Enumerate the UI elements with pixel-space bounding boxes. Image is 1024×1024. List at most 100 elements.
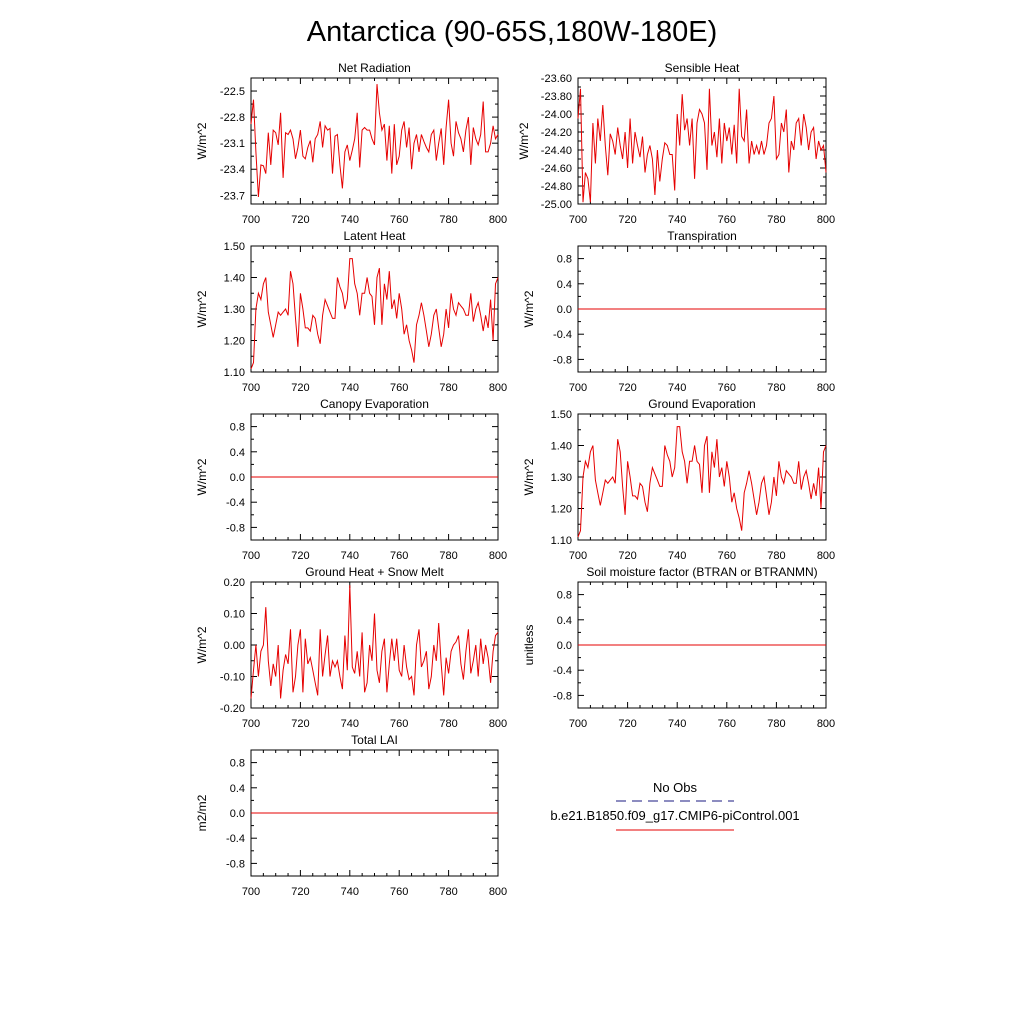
x-tick-label: 700 (242, 718, 260, 730)
y-tick-label: 1.10 (551, 535, 572, 547)
legend-obs-label: No Obs (653, 780, 698, 795)
y-tick-label: -0.8 (553, 690, 572, 702)
x-tick-label: 740 (668, 382, 686, 394)
x-tick-label: 720 (291, 886, 309, 898)
panel-title: Transpiration (667, 229, 737, 243)
x-tick-label: 700 (569, 214, 587, 226)
y-tick-label: -0.4 (226, 497, 245, 509)
panel-6: Ground Evaporation 700 720 740 760 780 800 1.50… (522, 397, 835, 562)
x-tick-label: 700 (242, 886, 260, 898)
y-tick-label: 1.20 (224, 336, 245, 348)
y-tick-label: 0.4 (230, 783, 245, 795)
x-tick-label: 760 (718, 718, 736, 730)
x-tick-label: 740 (668, 214, 686, 226)
x-tick-label: 800 (817, 214, 835, 226)
plot-frame (250, 581, 499, 709)
y-tick-label: 1.50 (551, 409, 572, 421)
x-tick-label: 700 (242, 550, 260, 562)
panel-8: Soil moisture factor (BTRAN or BTRANMN) 7… (522, 565, 835, 730)
x-tick-label: 740 (668, 718, 686, 730)
y-tick-label: 0.0 (230, 808, 245, 820)
model-series-line (250, 585, 499, 699)
x-tick-label: 800 (489, 886, 507, 898)
y-tick-label: -23.80 (541, 91, 572, 103)
x-tick-label: 780 (439, 718, 457, 730)
y-tick-label: -0.4 (226, 833, 245, 845)
y-tick-label: -0.10 (220, 672, 245, 684)
x-tick-label: 720 (291, 382, 309, 394)
panel-9: Total LAI 700 720 740 760 780 800 0.8 0.4 0.0 -0.4… (195, 733, 507, 898)
x-tick-label: 700 (569, 550, 587, 562)
x-tick-label: 780 (439, 382, 457, 394)
y-tick-label: 0.8 (230, 758, 245, 770)
y-tick-label: -24.40 (541, 145, 572, 157)
panel-3: Latent Heat 700 720 740 760 780 800 1.50 1.40 1.3… (195, 229, 507, 394)
y-tick-label: 1.30 (224, 304, 245, 316)
panel-5: Canopy Evaporation 700 720 740 760 780 800 0.8 0… (195, 397, 507, 562)
x-tick-label: 760 (718, 382, 736, 394)
panel-title: Canopy Evaporation (320, 397, 429, 411)
plot-frame (577, 77, 827, 205)
y-tick-label: -0.20 (220, 703, 245, 715)
y-tick-label: -0.8 (226, 858, 245, 870)
panel-1: Net Radiation 700 720 740 760 780 800 -22.5 -22.… (195, 61, 507, 226)
y-tick-label: 0.20 (224, 577, 245, 589)
y-tick-label: -24.60 (541, 163, 572, 175)
x-tick-label: 780 (767, 718, 785, 730)
panels: Net Radiation 700 720 740 760 780 800 -22.5 -22.… (195, 61, 835, 898)
model-series-line (577, 426, 827, 538)
x-tick-label: 800 (489, 550, 507, 562)
y-tick-label: 1.50 (224, 241, 245, 253)
legend: No Obs b.e21.B1850.f09_g17.CMIP6-piContr… (550, 780, 800, 831)
x-tick-label: 760 (390, 550, 408, 562)
panel-title: Sensible Heat (665, 61, 740, 75)
y-tick-label: -0.8 (553, 354, 572, 366)
x-tick-label: 800 (817, 550, 835, 562)
x-tick-label: 740 (341, 382, 359, 394)
x-tick-label: 760 (718, 214, 736, 226)
y-tick-label: -0.8 (226, 522, 245, 534)
y-tick-label: -0.4 (553, 665, 572, 677)
x-tick-label: 740 (341, 550, 359, 562)
y-tick-label: -24.20 (541, 127, 572, 139)
x-tick-label: 800 (489, 214, 507, 226)
x-tick-label: 760 (390, 382, 408, 394)
y-axis-label: W/m^2 (517, 122, 531, 159)
x-tick-label: 740 (341, 214, 359, 226)
panel-title: Latent Heat (343, 229, 406, 243)
x-tick-label: 720 (618, 718, 636, 730)
x-tick-label: 780 (439, 214, 457, 226)
legend-model-label: b.e21.B1850.f09_g17.CMIP6-piControl.001 (550, 808, 799, 823)
panel-title: Net Radiation (338, 61, 411, 75)
x-tick-label: 720 (618, 382, 636, 394)
y-axis-label: m2/m2 (195, 794, 209, 831)
y-tick-label: -23.4 (220, 164, 245, 176)
x-tick-label: 760 (390, 214, 408, 226)
panel-7: Ground Heat + Snow Melt 700 720 740 760 780 80… (195, 565, 507, 730)
y-tick-label: 0.0 (557, 640, 572, 652)
x-tick-label: 740 (341, 886, 359, 898)
x-tick-label: 780 (767, 550, 785, 562)
x-tick-label: 760 (390, 718, 408, 730)
y-tick-label: -24.80 (541, 181, 572, 193)
x-tick-label: 800 (817, 718, 835, 730)
y-tick-label: 1.20 (551, 504, 572, 516)
y-axis-label: W/m^2 (195, 122, 209, 159)
y-tick-label: -23.1 (220, 138, 245, 150)
y-tick-label: 0.4 (230, 447, 245, 459)
x-tick-label: 780 (439, 886, 457, 898)
y-tick-label: 1.40 (224, 273, 245, 285)
y-tick-label: -0.4 (553, 329, 572, 341)
x-tick-label: 780 (767, 382, 785, 394)
panel-title: Total LAI (351, 733, 398, 747)
y-tick-label: 0.00 (224, 640, 245, 652)
x-tick-label: 800 (489, 718, 507, 730)
x-tick-label: 740 (341, 718, 359, 730)
y-tick-label: 0.8 (230, 422, 245, 434)
panel-title: Ground Heat + Snow Melt (305, 565, 444, 579)
x-tick-label: 780 (439, 550, 457, 562)
y-tick-label: 0.10 (224, 609, 245, 621)
model-series-line (250, 258, 499, 370)
x-tick-label: 720 (291, 718, 309, 730)
